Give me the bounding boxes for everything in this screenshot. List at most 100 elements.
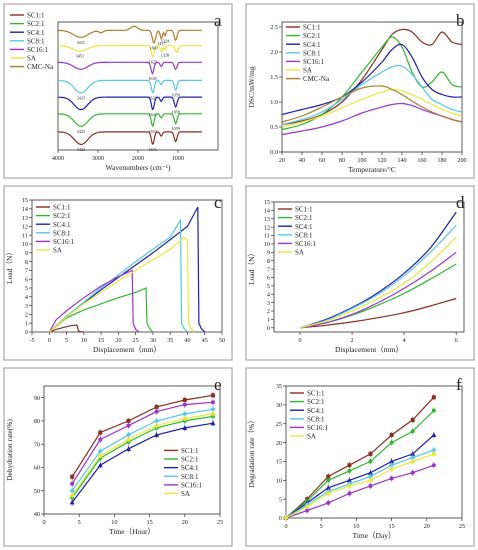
x-tick-label: 25 <box>133 337 139 344</box>
y-axis-label: DSC/mW/mg <box>247 66 256 108</box>
y-tick-label: 25 <box>276 421 282 428</box>
series-line-sc4-1 <box>48 206 206 333</box>
panel-c: c-5 0 5 10 15 20 25 30 35 40 45 5001234567891011121… <box>3 185 233 361</box>
series-line-sc1-1 <box>285 396 435 519</box>
y-tick-label: 13 <box>264 216 270 223</box>
series-line-sc4-1 <box>71 422 214 503</box>
series-line-sc16-1 <box>299 251 457 329</box>
panel-e: e 0 5 10 15 20 25 40 50 60 70 80 90 Time（Hour） Dehydra… <box>3 367 233 547</box>
y-tick-label: 1.5 <box>270 74 278 81</box>
x-tick-label: 6 <box>455 337 458 344</box>
series-line-sc16-1 <box>71 401 214 485</box>
legend-label-sc1-1: SC1:1 <box>181 447 199 455</box>
legend-label-sc8-1: SC8:1 <box>307 415 325 423</box>
series-line-sa <box>281 88 463 128</box>
peak-label: 1633 <box>148 129 156 134</box>
series-line-sc4-1 <box>285 434 435 519</box>
series-line-sc4-1 <box>58 96 202 111</box>
legend-label-sc16-1: SC16:1 <box>53 238 75 246</box>
y-tick-label: 30 <box>276 402 282 409</box>
legend-label-sc8-1: SC8:1 <box>181 473 199 481</box>
x-axis-label: Displacement（mm） <box>335 345 403 354</box>
y-tick-label: 10 <box>276 477 282 484</box>
panel-a-label: a <box>214 11 222 30</box>
y-tick-label: 60 <box>34 465 40 472</box>
peak-label: 1058 <box>171 109 179 114</box>
x-tick-label: 20 <box>424 523 430 530</box>
panel-d-label: d <box>456 193 465 212</box>
x-tick-label: 10 <box>111 519 117 526</box>
peak-label: 1324 <box>161 38 170 43</box>
series-line-sc8-1 <box>281 64 463 126</box>
x-tick-label: 4 <box>403 337 406 344</box>
y-tick-label: 9 <box>267 250 270 257</box>
panel-d-border <box>245 185 475 361</box>
y-tick-label: 1.0 <box>270 99 278 106</box>
legend-label-sc16-1: SC16:1 <box>303 58 325 66</box>
x-tick-label: 1000 <box>172 155 184 162</box>
legend-label-sc16-1: SC16:1 <box>27 46 49 54</box>
y-tick-label: 11 <box>264 233 270 240</box>
x-tick-label: 3000 <box>92 155 104 162</box>
y-tick-label: 14 <box>264 208 270 215</box>
series-line-cmc-na <box>58 25 202 45</box>
series-line-sc16-1 <box>285 464 435 519</box>
series-line-sc8-1 <box>285 449 435 519</box>
legend-label-sc4-1: SC4:1 <box>295 223 313 231</box>
y-tick-label: 0 <box>25 329 28 336</box>
y-tick-label: 1 <box>25 320 28 327</box>
x-tick-label: 5 <box>65 337 68 344</box>
peak-label: 3431 <box>77 40 85 45</box>
panel-a-border <box>3 3 233 179</box>
x-tick-label: 0 <box>298 337 301 344</box>
series-line-sc2-1 <box>58 113 202 128</box>
series-line-sc8-1 <box>48 218 188 333</box>
peak-label: 3423 <box>77 147 85 152</box>
legend-label-sc2-1: SC2:1 <box>295 214 313 222</box>
legend-label-sc16-1: SC16:1 <box>181 481 203 489</box>
x-tick-label: 5 <box>320 523 323 530</box>
legend-label-cmc-na: CMC-Na <box>27 63 54 71</box>
legend-label-sc8-1: SC8:1 <box>53 229 71 237</box>
peak-label: 3451 <box>76 54 84 59</box>
series-line-sc8-1 <box>299 225 457 329</box>
panel-c-label: c <box>214 193 222 212</box>
legend-label-sa: SA <box>295 249 304 257</box>
series-line-sa <box>299 236 457 329</box>
y-tick-label: 9 <box>25 250 28 257</box>
legend-label-sc4-1: SC4:1 <box>27 29 45 37</box>
x-axis-label: Time（Hour） <box>109 527 155 536</box>
series-line-sc2-1 <box>48 287 154 333</box>
series-line-sc16-1 <box>48 269 140 333</box>
y-tick-label: 7 <box>267 266 270 273</box>
x-tick-label: 2 <box>351 337 354 344</box>
panel-f-label: f <box>456 375 462 394</box>
series-line-sa <box>48 237 195 333</box>
peak-label: 3425 <box>77 129 85 134</box>
legend-label-sc1-1: SC1:1 <box>307 390 325 398</box>
legend-label-sc1-1: SC1:1 <box>295 206 313 214</box>
peak-label: 1328 <box>161 52 169 57</box>
y-axis-label: Load（N） <box>5 248 14 284</box>
panel-b: b 20 40 60 80 100 120 140 160 180 200 0.0 0.5 1.0 1.5 2… <box>245 3 475 179</box>
panel-f: f 0 5 10 15 20 25 0 5 10 15 20 25 30 35 Time（Day） Degrad… <box>245 367 475 547</box>
peak-label: 3425 <box>77 95 85 100</box>
y-tick-label: 2.5 <box>270 24 278 31</box>
y-tick-label: 13 <box>22 215 28 222</box>
y-tick-label: 0 <box>279 515 282 522</box>
legend-label-sc2-1: SC2:1 <box>307 398 325 406</box>
legend-label-sc2-1: SC2:1 <box>181 456 199 464</box>
x-tick-label: 15 <box>98 337 104 344</box>
series-line-sa <box>58 45 202 58</box>
y-tick-label: 2.0 <box>270 49 278 56</box>
legend-label-sc1-1: SC1:1 <box>303 24 321 32</box>
y-tick-label: 5 <box>267 283 270 290</box>
series-line-sc16-1 <box>58 61 202 75</box>
series-line-sc2-1 <box>71 415 214 499</box>
series-line-sc1-1 <box>58 131 202 145</box>
legend-label-sc4-1: SC4:1 <box>303 41 321 49</box>
x-tick-label: 40 <box>184 337 190 344</box>
legend-label-sc8-1: SC8:1 <box>27 37 45 45</box>
peak-label: 1639 <box>148 76 156 81</box>
